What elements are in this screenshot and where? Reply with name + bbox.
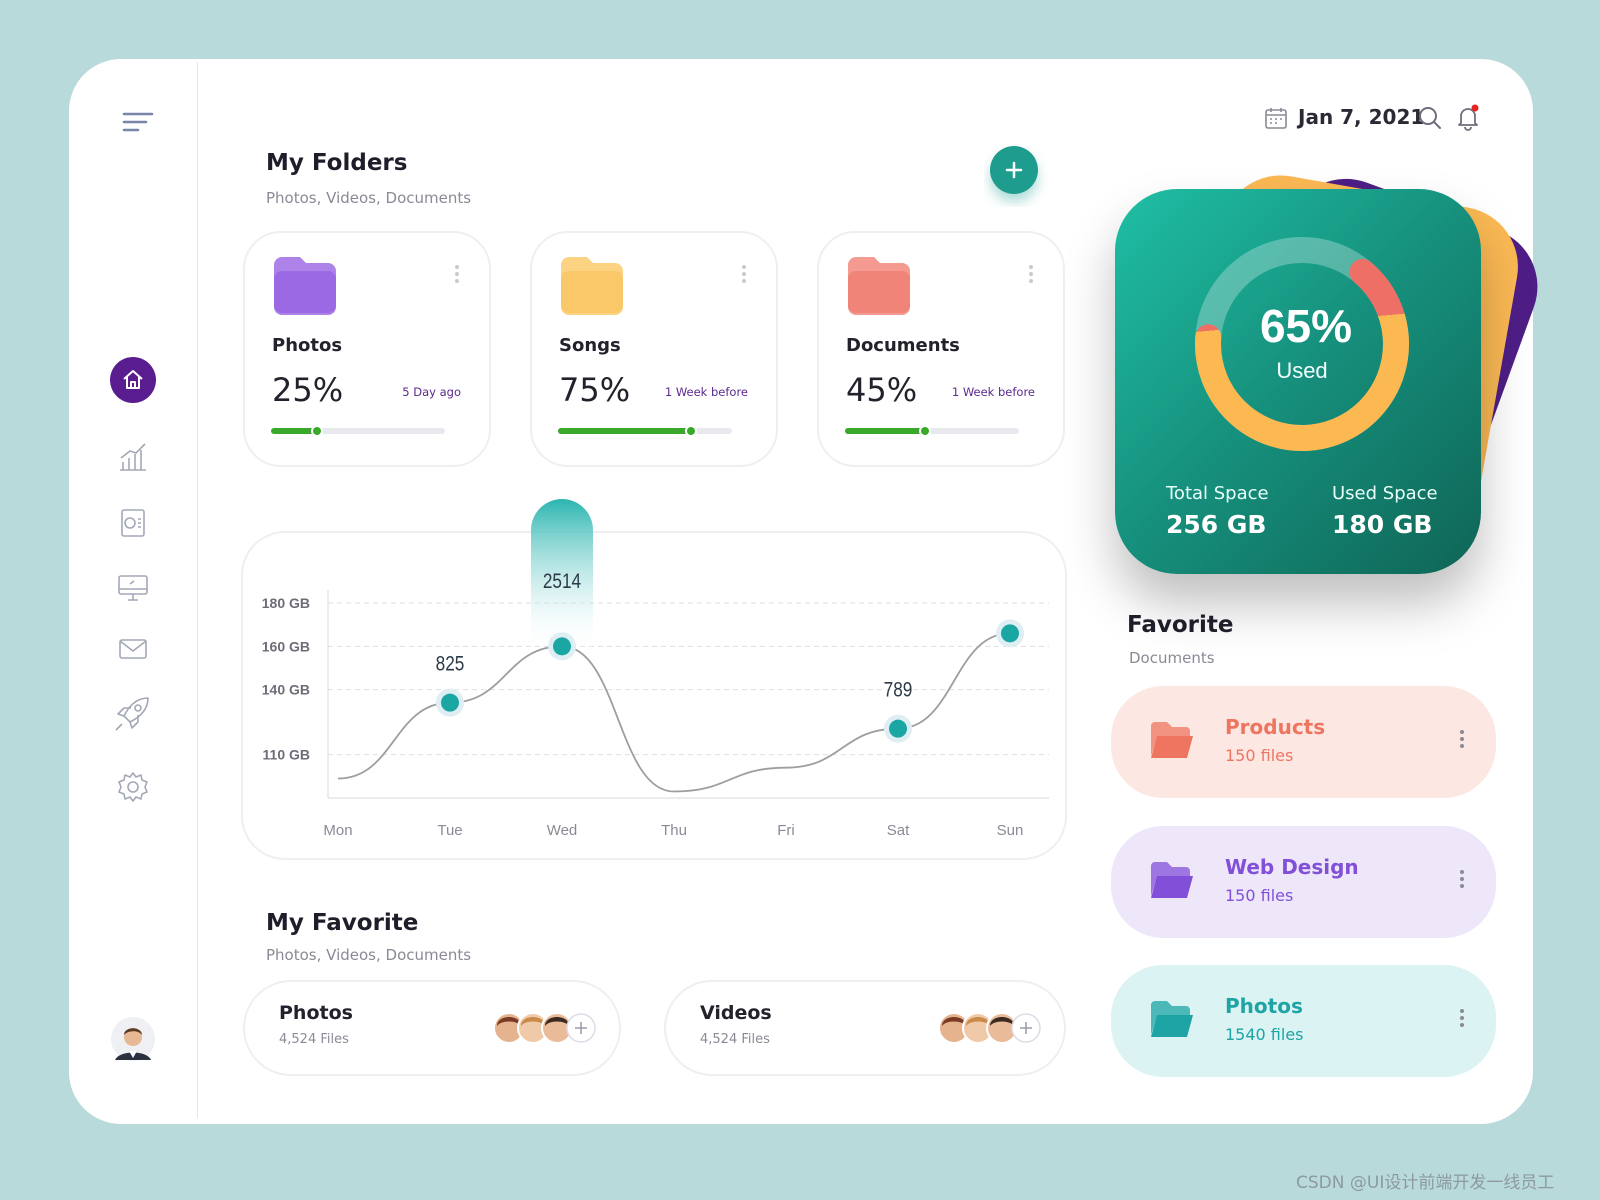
progress-knob (684, 425, 697, 437)
folder-card[interactable]: Songs 75% 1 Week before (530, 231, 778, 467)
sidebar-divider (197, 62, 198, 1118)
add-folder-button[interactable] (984, 137, 1048, 207)
member-avatars (938, 1012, 1042, 1048)
nav-launch[interactable] (112, 694, 152, 734)
favorite-files: 150 files (1225, 885, 1294, 905)
folder-icon (1149, 860, 1195, 904)
favorite-files: 1540 files (1225, 1025, 1304, 1044)
progress-knob (310, 425, 323, 437)
used-space-label: Used Space (1332, 483, 1438, 504)
section-subtitle: Photos, Videos, Documents (266, 189, 472, 207)
nav-monitor[interactable] (116, 570, 150, 604)
user-avatar[interactable] (111, 1016, 155, 1062)
watermark: CSDN @UI设计前端开发一线员工 (1296, 1173, 1555, 1193)
favorite-item[interactable]: Photos 1540 files (1111, 965, 1496, 1077)
more-button[interactable] (455, 265, 459, 286)
folder-icon (846, 255, 912, 319)
section-subtitle: Documents (1129, 649, 1215, 667)
nav-reports[interactable] (116, 506, 150, 540)
total-space-value: 256 GB (1166, 510, 1267, 539)
notification-button[interactable] (1454, 103, 1482, 131)
favorite-card-files: 4,524 Files (700, 1032, 770, 1047)
header-date: Jan 7, 2021 (1298, 105, 1425, 129)
folder-card[interactable]: Photos 25% 5 Day ago (243, 231, 491, 467)
more-button[interactable] (1460, 1009, 1464, 1030)
more-button[interactable] (1460, 730, 1464, 751)
favorite-name: Web Design (1225, 854, 1359, 879)
folder-name: Songs (559, 335, 621, 356)
nav-mail[interactable] (116, 632, 150, 666)
nav-settings[interactable] (116, 770, 150, 804)
favorite-card[interactable]: Photos 4,524 Files (243, 980, 621, 1076)
nav-home[interactable] (109, 356, 157, 404)
folder-card[interactable]: Documents 45% 1 Week before (817, 231, 1065, 467)
progress-fill (845, 428, 924, 434)
nav-stats[interactable] (116, 440, 150, 474)
progress-track (558, 425, 732, 437)
favorite-card[interactable]: Videos 4,524 Files (664, 980, 1066, 1076)
favorite-name: Products (1225, 715, 1326, 739)
favorite-item[interactable]: Web Design 150 files (1111, 825, 1496, 938)
progress-fill (271, 428, 315, 434)
member-avatars (493, 1012, 597, 1048)
more-button[interactable] (1460, 869, 1464, 891)
folder-icon (1149, 999, 1195, 1043)
folder-name: Photos (272, 335, 343, 356)
folder-percent: 45% (846, 371, 918, 409)
folder-icon (1149, 720, 1195, 764)
folder-percent: 75% (559, 371, 631, 409)
favorite-item[interactable]: Products 150 files (1111, 686, 1496, 798)
progress-fill (558, 428, 689, 434)
used-space-value: 180 GB (1332, 510, 1433, 539)
progress-track (845, 425, 1019, 437)
section-title: Favorite (1127, 612, 1234, 638)
favorite-card-files: 4,524 Files (279, 1032, 349, 1047)
folder-updated: 1 Week before (951, 385, 1035, 399)
folder-icon (272, 255, 338, 319)
storage-card: Total Space 256 GB Used Space 180 GB (1115, 189, 1481, 574)
section-title: My Folders (266, 150, 408, 176)
section-title: My Favorite (266, 910, 419, 936)
progress-track (271, 425, 445, 437)
section-subtitle: Photos, Videos, Documents (266, 946, 472, 964)
favorite-card-name: Videos (700, 1002, 772, 1024)
calendar-icon[interactable] (1263, 105, 1289, 131)
folder-percent: 25% (272, 371, 344, 409)
more-button[interactable] (742, 265, 746, 286)
folder-updated: 1 Week before (664, 385, 748, 399)
search-button[interactable] (1417, 105, 1443, 131)
progress-knob (919, 425, 932, 437)
chart-card (241, 531, 1067, 860)
favorite-files: 150 files (1225, 746, 1294, 765)
folder-updated: 5 Day ago (402, 385, 461, 399)
favorite-card-name: Photos (279, 1002, 353, 1024)
total-space-label: Total Space (1166, 483, 1269, 504)
folder-icon (559, 255, 625, 319)
favorite-name: Photos (1225, 994, 1303, 1018)
folder-name: Documents (846, 335, 960, 356)
menu-button[interactable] (120, 108, 156, 138)
more-button[interactable] (1029, 265, 1033, 286)
